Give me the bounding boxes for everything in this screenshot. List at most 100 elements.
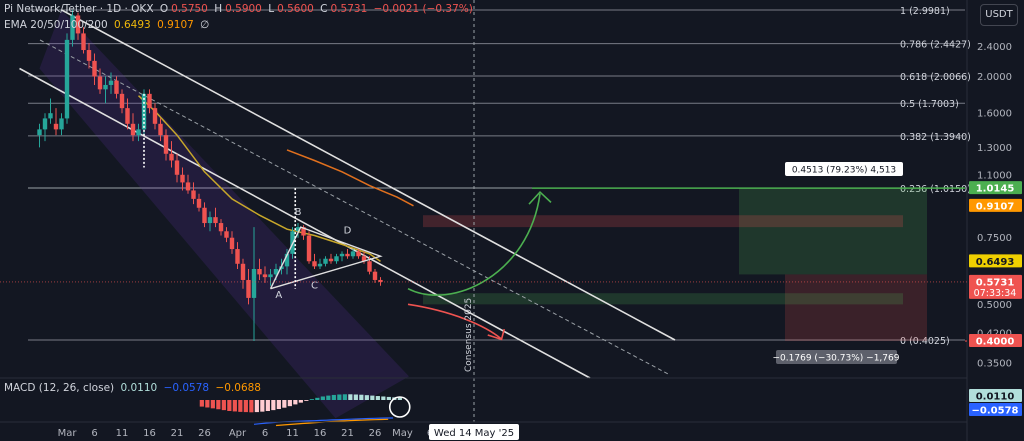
time-tick-label: Apr: [229, 428, 247, 439]
candle-body: [86, 50, 92, 61]
candle-body: [64, 39, 70, 119]
measure-up-bg: [785, 162, 903, 176]
macd-histogram-bar: [304, 400, 309, 401]
macd-histogram-bar: [293, 400, 298, 405]
candle-body: [334, 256, 339, 262]
symbol-label[interactable]: Pi Network/Tether · 1D · OKX: [4, 3, 154, 15]
crosshair-date-tag: Wed 14 May '25: [429, 424, 519, 440]
candle-body: [119, 93, 125, 109]
pattern-point-label: D: [344, 225, 352, 236]
pattern-point-label: B: [295, 207, 302, 218]
candle-body: [103, 84, 108, 90]
macd-histogram-bar: [205, 400, 210, 408]
macd-layer: 0.0110 −0.0578: [199, 389, 1022, 427]
candle-body: [53, 123, 59, 130]
macd-histogram-bar: [381, 396, 386, 400]
bearish-arrowhead: [487, 328, 506, 341]
fib-layer: 1 (2.9981) 0.786 (2.4427) 0.618 (2.0066) 0.…: [28, 6, 971, 347]
ema-label[interactable]: EMA 20/50/100/200: [4, 19, 108, 31]
candle-body: [372, 271, 378, 280]
time-tick-label: 6: [262, 428, 268, 439]
low-label: L: [268, 3, 275, 15]
time-tick-label: 21: [341, 428, 354, 439]
candle-body: [229, 237, 235, 250]
time-tick-label: 21: [171, 428, 184, 439]
price-tick-label: 0.5000: [977, 300, 1012, 311]
macd-label[interactable]: MACD (12, 26, close): [4, 382, 115, 394]
macd-histogram-bar: [331, 394, 336, 400]
macd-histogram-bar: [265, 400, 270, 411]
change-value: −0.0021 (−0.37%): [373, 3, 473, 15]
macd-tag-label: 0.0110: [976, 392, 1015, 403]
stop-zone: [785, 274, 927, 342]
macd-histogram-bar: [287, 400, 292, 407]
macd-histogram-bar: [227, 400, 232, 411]
fib-level-label: 1 (2.9981): [900, 6, 950, 17]
high-value: 0.5900: [225, 3, 262, 15]
triangle-pattern: [269, 226, 383, 290]
price-tag-bg: [969, 198, 1022, 212]
macd-histogram-bar: [298, 400, 303, 403]
macd-histogram-bar: [282, 400, 287, 408]
macd-histogram-bar: [386, 396, 391, 400]
ema50-line: [286, 149, 414, 207]
macd-histogram-bar: [370, 395, 375, 400]
candle-body: [317, 263, 323, 267]
target-zone: [739, 188, 927, 275]
ema20-value: 0.6493: [113, 19, 151, 31]
time-tick-label: 11: [116, 428, 129, 439]
time-tick-label: 6: [91, 428, 97, 439]
price-tick-label: 0.3500: [977, 358, 1012, 369]
ema-header: EMA 20/50/100/200 0.6493 0.9107 ∅: [4, 19, 212, 32]
candle-body: [75, 15, 81, 34]
candle-body: [163, 135, 169, 154]
price-tag-bg: [969, 181, 1022, 195]
candle-body: [180, 174, 185, 183]
macd-histogram-bar: [326, 395, 331, 400]
candle-body: [367, 261, 372, 272]
candle-body: [169, 153, 174, 161]
price-tag-bg: [969, 334, 1022, 348]
macd-histogram-bar: [337, 394, 342, 400]
currency-button[interactable]: USDT: [980, 4, 1018, 26]
candle-body: [125, 108, 130, 124]
candle-body: [70, 15, 75, 40]
macd-histogram-bar: [199, 400, 204, 407]
macd-line-value: −0.0578: [163, 382, 210, 394]
price-tick-label: 2.0000: [977, 72, 1012, 83]
macd-signal-value: −0.0688: [215, 382, 261, 394]
zone-layer: [423, 187, 965, 342]
candle-body: [350, 251, 356, 257]
candle-body: [218, 223, 224, 232]
candle-body: [323, 258, 328, 264]
fib-level-label: 0.382 (1.3940): [900, 132, 971, 143]
ema50-value: 0.9107: [157, 19, 194, 31]
macd-histogram-bar: [260, 400, 265, 412]
ema-extra-value: ∅: [200, 19, 210, 31]
channel-layer: [19, 9, 676, 419]
candle-body: [284, 253, 290, 267]
price-tag-label: 0.4000: [976, 337, 1015, 348]
price-tag-bg: [969, 254, 1022, 268]
candle-body: [339, 253, 345, 257]
open-label: O: [159, 3, 169, 15]
support-band: [423, 293, 903, 305]
candle-body: [97, 76, 103, 90]
ema-layer: [137, 95, 414, 263]
candle-body: [273, 269, 279, 275]
candle-body: [48, 113, 53, 119]
candle-body: [345, 253, 350, 257]
resistance-band: [423, 215, 903, 228]
time-tick-label: Mar: [58, 428, 78, 439]
candle-body: [114, 80, 119, 94]
bullish-arrowhead: [528, 190, 552, 205]
candle-body: [136, 129, 141, 136]
candle-body: [235, 249, 240, 264]
low-value: 0.5600: [277, 3, 314, 15]
drawings-layer: A B C D 0.4513 (79.23%) 4,513 −0.1769 (−30.73…: [143, 0, 903, 422]
highlight-circle: [388, 396, 411, 418]
measure-up-box: 0.4513 (79.23%) 4,513: [785, 162, 903, 176]
candle-body: [152, 108, 158, 124]
